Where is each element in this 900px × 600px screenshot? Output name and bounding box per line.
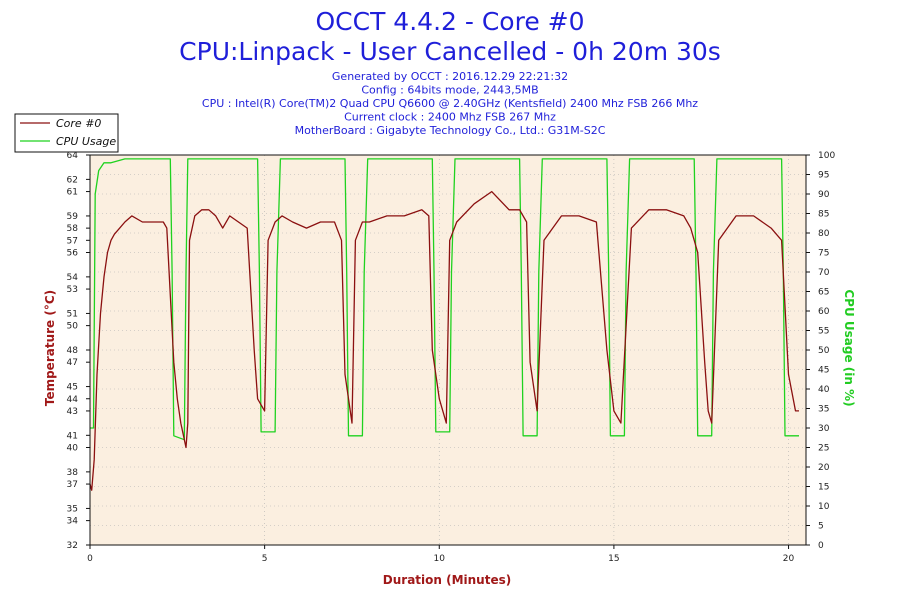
info-line: Current clock : 2400 Mhz FSB 267 Mhz xyxy=(344,111,556,124)
y-right-tick-label: 40 xyxy=(818,385,830,395)
y-right-tick-label: 95 xyxy=(818,171,829,181)
legend-label-core0: Core #0 xyxy=(56,117,101,130)
x-tick-label: 0 xyxy=(87,554,93,564)
series-layer xyxy=(89,158,799,491)
y-right-tick-label: 20 xyxy=(818,463,830,473)
y-left-tick-label: 32 xyxy=(67,541,78,551)
y-right-tick-label: 55 xyxy=(818,327,829,337)
y-left-tick-label: 61 xyxy=(67,188,78,198)
x-tick-label: 15 xyxy=(608,554,619,564)
y-left-tick-label: 43 xyxy=(67,407,78,417)
y-right-tick-label: 70 xyxy=(818,268,830,278)
legend: Core #0 CPU Usage xyxy=(14,113,119,153)
legend-label-cpu-usage: CPU Usage xyxy=(56,135,116,148)
y-right-tick-label: 75 xyxy=(818,249,829,259)
y-right-tick-label: 60 xyxy=(818,307,830,317)
x-tick-label: 10 xyxy=(434,554,446,564)
y-left-tick-label: 45 xyxy=(67,383,78,393)
y-right-tick-label: 80 xyxy=(818,229,830,239)
y-left-tick-label: 57 xyxy=(67,236,78,246)
y-left-tick-label: 58 xyxy=(67,224,79,234)
chart-subtitle: CPU:Linpack - User Cancelled - 0h 20m 30… xyxy=(179,37,721,66)
y-right-tick-label: 5 xyxy=(818,522,824,532)
info-line: CPU : Intel(R) Core(TM)2 Quad CPU Q6600 … xyxy=(202,97,698,110)
y-right-tick-label: 0 xyxy=(818,541,824,551)
series-line-cpu-usage xyxy=(90,158,799,441)
info-line: Config : 64bits mode, 2443,5MB xyxy=(361,84,538,97)
x-tick-label: 20 xyxy=(783,554,795,564)
x-axis-label: Duration (Minutes) xyxy=(383,573,511,587)
y-left-tick-label: 37 xyxy=(67,480,78,490)
info-line: Generated by OCCT : 2016.12.29 22:21:32 xyxy=(332,70,568,83)
y-left-tick-label: 51 xyxy=(67,309,78,319)
y-left-tick-label: 59 xyxy=(67,212,79,222)
x-ticks: 0 5 10 15 20 xyxy=(87,545,795,564)
y-right-tick-label: 15 xyxy=(818,483,829,493)
y-right-tick-label: 100 xyxy=(818,151,835,161)
y-left-tick-label: 50 xyxy=(67,322,79,332)
y-right-tick-label: 10 xyxy=(818,502,830,512)
y-left-tick-label: 34 xyxy=(67,517,79,527)
y-right-tick-label: 35 xyxy=(818,405,829,415)
y-left-tick-label: 41 xyxy=(67,431,78,441)
x-tick-label: 5 xyxy=(262,554,268,564)
chart-title: OCCT 4.4.2 - Core #0 xyxy=(316,7,585,36)
y-right-axis-label: CPU Usage (in %) xyxy=(842,289,856,406)
y-left-tick-label: 38 xyxy=(67,468,79,478)
y-right-tick-label: 30 xyxy=(818,424,830,434)
y-right-tick-label: 50 xyxy=(818,346,830,356)
legend-box xyxy=(14,113,119,153)
y-left-tick-label: 54 xyxy=(67,273,79,283)
y-right-tick-label: 65 xyxy=(818,288,829,298)
y-left-tick-label: 35 xyxy=(67,504,78,514)
y-left-axis-label: Temperature (°C) xyxy=(43,290,57,406)
y-left-tick-label: 48 xyxy=(67,346,79,356)
y-right-tick-label: 45 xyxy=(818,366,829,376)
series-line-core0 xyxy=(89,190,799,491)
info-line: MotherBoard : Gigabyte Technology Co., L… xyxy=(295,124,606,137)
y-left-ticks: 32 34 35 37 38 40 41 43 44 45 47 48 50 51 53 54 56 57 58 59… xyxy=(67,151,90,551)
y-right-ticks: 0 5 10 15 20 25 30 35 40 45 50 55 60 65 70 75 80 85 90 95 10… xyxy=(806,151,835,551)
y-left-tick-label: 64 xyxy=(67,151,79,161)
info-block: Generated by OCCT : 2016.12.29 22:21:32C… xyxy=(202,70,698,137)
y-left-tick-label: 47 xyxy=(67,358,78,368)
y-right-tick-label: 25 xyxy=(818,444,829,454)
y-left-tick-label: 56 xyxy=(67,249,79,259)
y-left-tick-label: 62 xyxy=(67,175,78,185)
y-left-tick-label: 40 xyxy=(67,444,79,454)
y-right-tick-label: 90 xyxy=(818,190,830,200)
y-left-tick-label: 44 xyxy=(67,395,79,405)
y-left-tick-label: 53 xyxy=(67,285,78,295)
y-right-tick-label: 85 xyxy=(818,210,829,220)
